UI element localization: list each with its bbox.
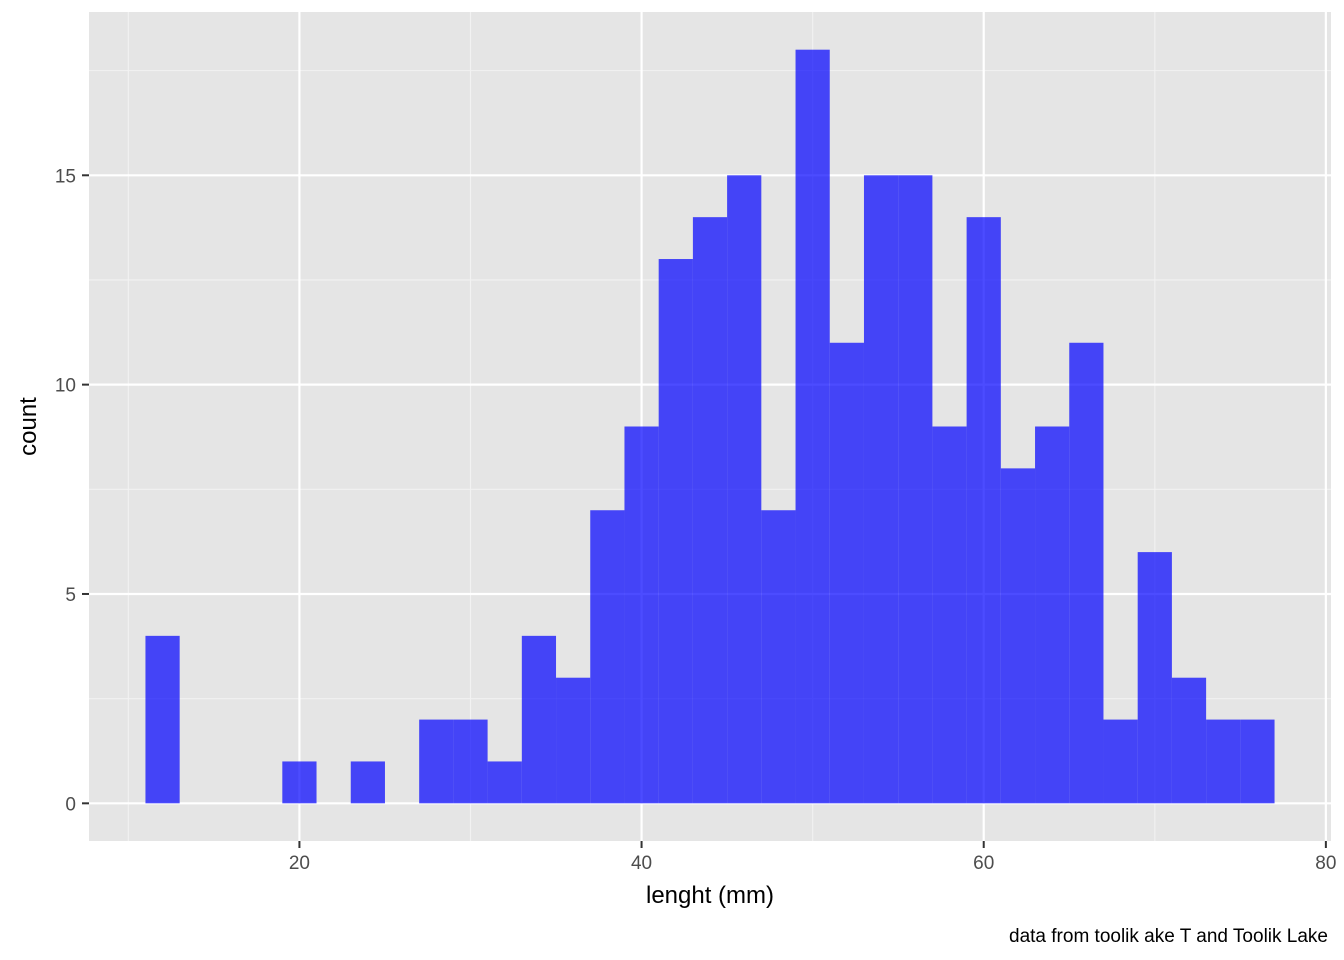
histogram-bar — [1137, 552, 1172, 804]
histogram-bar — [795, 49, 830, 804]
histogram-bar — [727, 175, 762, 804]
histogram-bar — [282, 761, 317, 804]
histogram-bar — [898, 175, 933, 804]
histogram-bar — [145, 635, 180, 804]
x-tick-label: 60 — [973, 853, 994, 874]
histogram-bar — [1171, 677, 1207, 804]
histogram-bar — [487, 761, 522, 804]
histogram-bar — [932, 426, 967, 804]
histogram-bar — [1103, 719, 1138, 804]
histogram-bar — [761, 510, 796, 804]
histogram-bar — [863, 175, 899, 804]
y-axis-title: count — [15, 397, 42, 456]
histogram-bar — [453, 719, 488, 804]
histogram-bar — [1240, 719, 1275, 804]
histogram-bars — [145, 49, 1275, 804]
x-axis: 20 40 60 80 — [289, 841, 1336, 874]
y-tick-label: 15 — [55, 166, 76, 187]
x-tick-label: 20 — [289, 853, 310, 874]
x-tick-label: 80 — [1315, 853, 1336, 874]
histogram-bar — [1069, 342, 1104, 804]
histogram-bar — [829, 342, 864, 804]
caption: data from toolik ake T and Toolik Lake — [1009, 926, 1328, 947]
histogram-bar — [692, 217, 728, 804]
histogram-bar — [590, 510, 625, 804]
y-tick-label: 0 — [65, 794, 76, 815]
histogram-bar — [350, 761, 385, 804]
histogram-bar — [419, 719, 454, 804]
y-tick-label: 10 — [55, 376, 76, 397]
histogram-bar — [658, 259, 693, 804]
histogram-bar — [1206, 719, 1241, 804]
histogram-bar — [1000, 468, 1036, 804]
histogram-bar — [624, 426, 659, 804]
histogram-bar — [521, 635, 557, 804]
histogram-bar — [1035, 426, 1070, 804]
histogram-bar — [556, 677, 591, 804]
histogram-bar — [966, 217, 1001, 804]
x-tick-label: 40 — [631, 853, 652, 874]
y-tick-label: 5 — [65, 585, 76, 606]
y-axis: 0 5 10 15 — [55, 166, 89, 815]
x-axis-title: lenght (mm) — [646, 882, 774, 909]
